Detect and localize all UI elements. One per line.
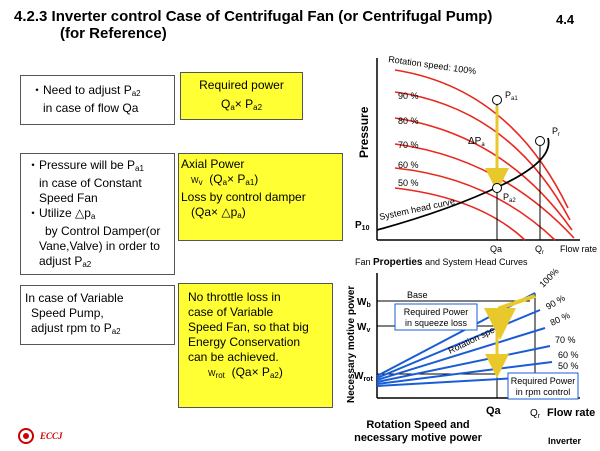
- motive-power-chart: Necessary motive power Base Rotation spe…: [346, 268, 595, 444]
- eccj-logo-icon: [18, 428, 34, 444]
- x-tick-qa: Qa: [490, 244, 502, 254]
- fan-curve-80: [394, 117, 573, 231]
- percent-label-80: 80 %: [549, 310, 572, 328]
- speed-label-60: 60 %: [398, 160, 419, 170]
- wb-label: Wb: [357, 297, 371, 309]
- squeeze-loss-box: [394, 303, 478, 331]
- speed-label-50: 50 %: [398, 178, 419, 188]
- percent-label-70: 70 %: [555, 335, 576, 345]
- rotation-speed-label: Rotation speed: 100%: [388, 54, 477, 76]
- fan-curve-60: [394, 167, 556, 241]
- rotation-line-80: [376, 327, 546, 381]
- rotation-line-70: [376, 345, 551, 383]
- percent-label-60: 60 %: [558, 350, 579, 360]
- fan-properties-chart: Pressure Flow rate System head curve Rot…: [355, 54, 597, 268]
- y-axis-label: Pressure: [357, 106, 371, 158]
- rpm-control-box: [507, 372, 579, 400]
- percent-label-50: 50 %: [558, 361, 579, 371]
- delta-pa-label: ΔPa: [468, 136, 485, 148]
- point-pa2: [492, 183, 502, 193]
- x-axis-label: Flow rate: [560, 244, 597, 254]
- speed-label-80: 80 %: [398, 116, 419, 126]
- squeeze-loss-line2: in squeeze loss: [405, 318, 468, 328]
- point-pa1: [492, 95, 502, 105]
- x-tick-qr: Qr: [535, 244, 544, 256]
- footer-label: Inverter: [548, 436, 582, 446]
- required-power-box: Required power Qa× Pa2: [180, 72, 303, 120]
- squeeze-arrow: [484, 294, 536, 340]
- fan-curve-70: [394, 143, 575, 239]
- fan-curve-50: [394, 187, 526, 241]
- x-tick-qa: Qa: [486, 405, 502, 417]
- pr-label: Pr: [552, 126, 560, 138]
- variable-speed-box: In case of Variable Speed Pump, adjust r…: [20, 285, 175, 345]
- speed-label-90: 90 %: [398, 91, 419, 101]
- constant-speed-box: ・Pressure will be Pa1 in case of Constan…: [20, 153, 175, 275]
- p10-label: P10: [355, 220, 370, 232]
- pa1-label: Pa1: [505, 90, 518, 102]
- x-axis-label: Flow rate: [547, 407, 595, 419]
- page-number: 4.4: [556, 12, 575, 27]
- pa2-label: Pa2: [503, 192, 516, 204]
- eccj-logo: ECCJ: [18, 428, 63, 444]
- base-label: Base: [407, 290, 428, 300]
- percent-label-100: 100%: [537, 268, 560, 289]
- x-tick-qr: Qr: [530, 408, 541, 420]
- wrot-label: Wrot: [354, 371, 373, 383]
- point-pr: [535, 136, 545, 146]
- rotation-line-60: [376, 361, 553, 385]
- flow-adjust-box: ・Need to adjust Pa2 in case of flow Qa: [20, 75, 175, 125]
- page-title: 4.2.3 Inverter control Case of Centrifug…: [14, 8, 493, 42]
- y-axis-label: Necessary motive power: [346, 286, 357, 403]
- wv-label: Wv: [357, 322, 370, 334]
- percent-label-90: 90 %: [544, 293, 567, 312]
- top-chart-caption: Fan Properties and System Head Curves: [355, 257, 528, 268]
- bottom-caption-line2: necessary motive power: [354, 432, 483, 444]
- no-throttle-box: No throttle loss in case of Variable Spe…: [178, 283, 333, 408]
- bottom-caption-line1: Rotation Speed and: [366, 419, 469, 431]
- axial-power-box: Axial Power Wv (Qa× Pa1) Loss by control…: [178, 153, 343, 241]
- rpm-control-line1: Required Power: [511, 376, 576, 386]
- rpm-control-line2: in rpm control: [516, 387, 571, 397]
- squeeze-loss-line1: Required Power: [404, 307, 469, 317]
- speed-label-70: 70 %: [398, 140, 419, 150]
